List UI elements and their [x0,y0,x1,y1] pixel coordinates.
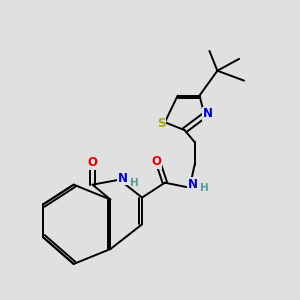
Text: O: O [152,155,161,168]
Text: N: N [203,107,213,120]
Text: H: H [130,178,139,188]
Text: O: O [88,156,98,170]
Text: N: N [118,172,128,185]
Text: N: N [188,178,198,191]
Text: H: H [200,183,208,193]
Text: S: S [157,117,166,130]
